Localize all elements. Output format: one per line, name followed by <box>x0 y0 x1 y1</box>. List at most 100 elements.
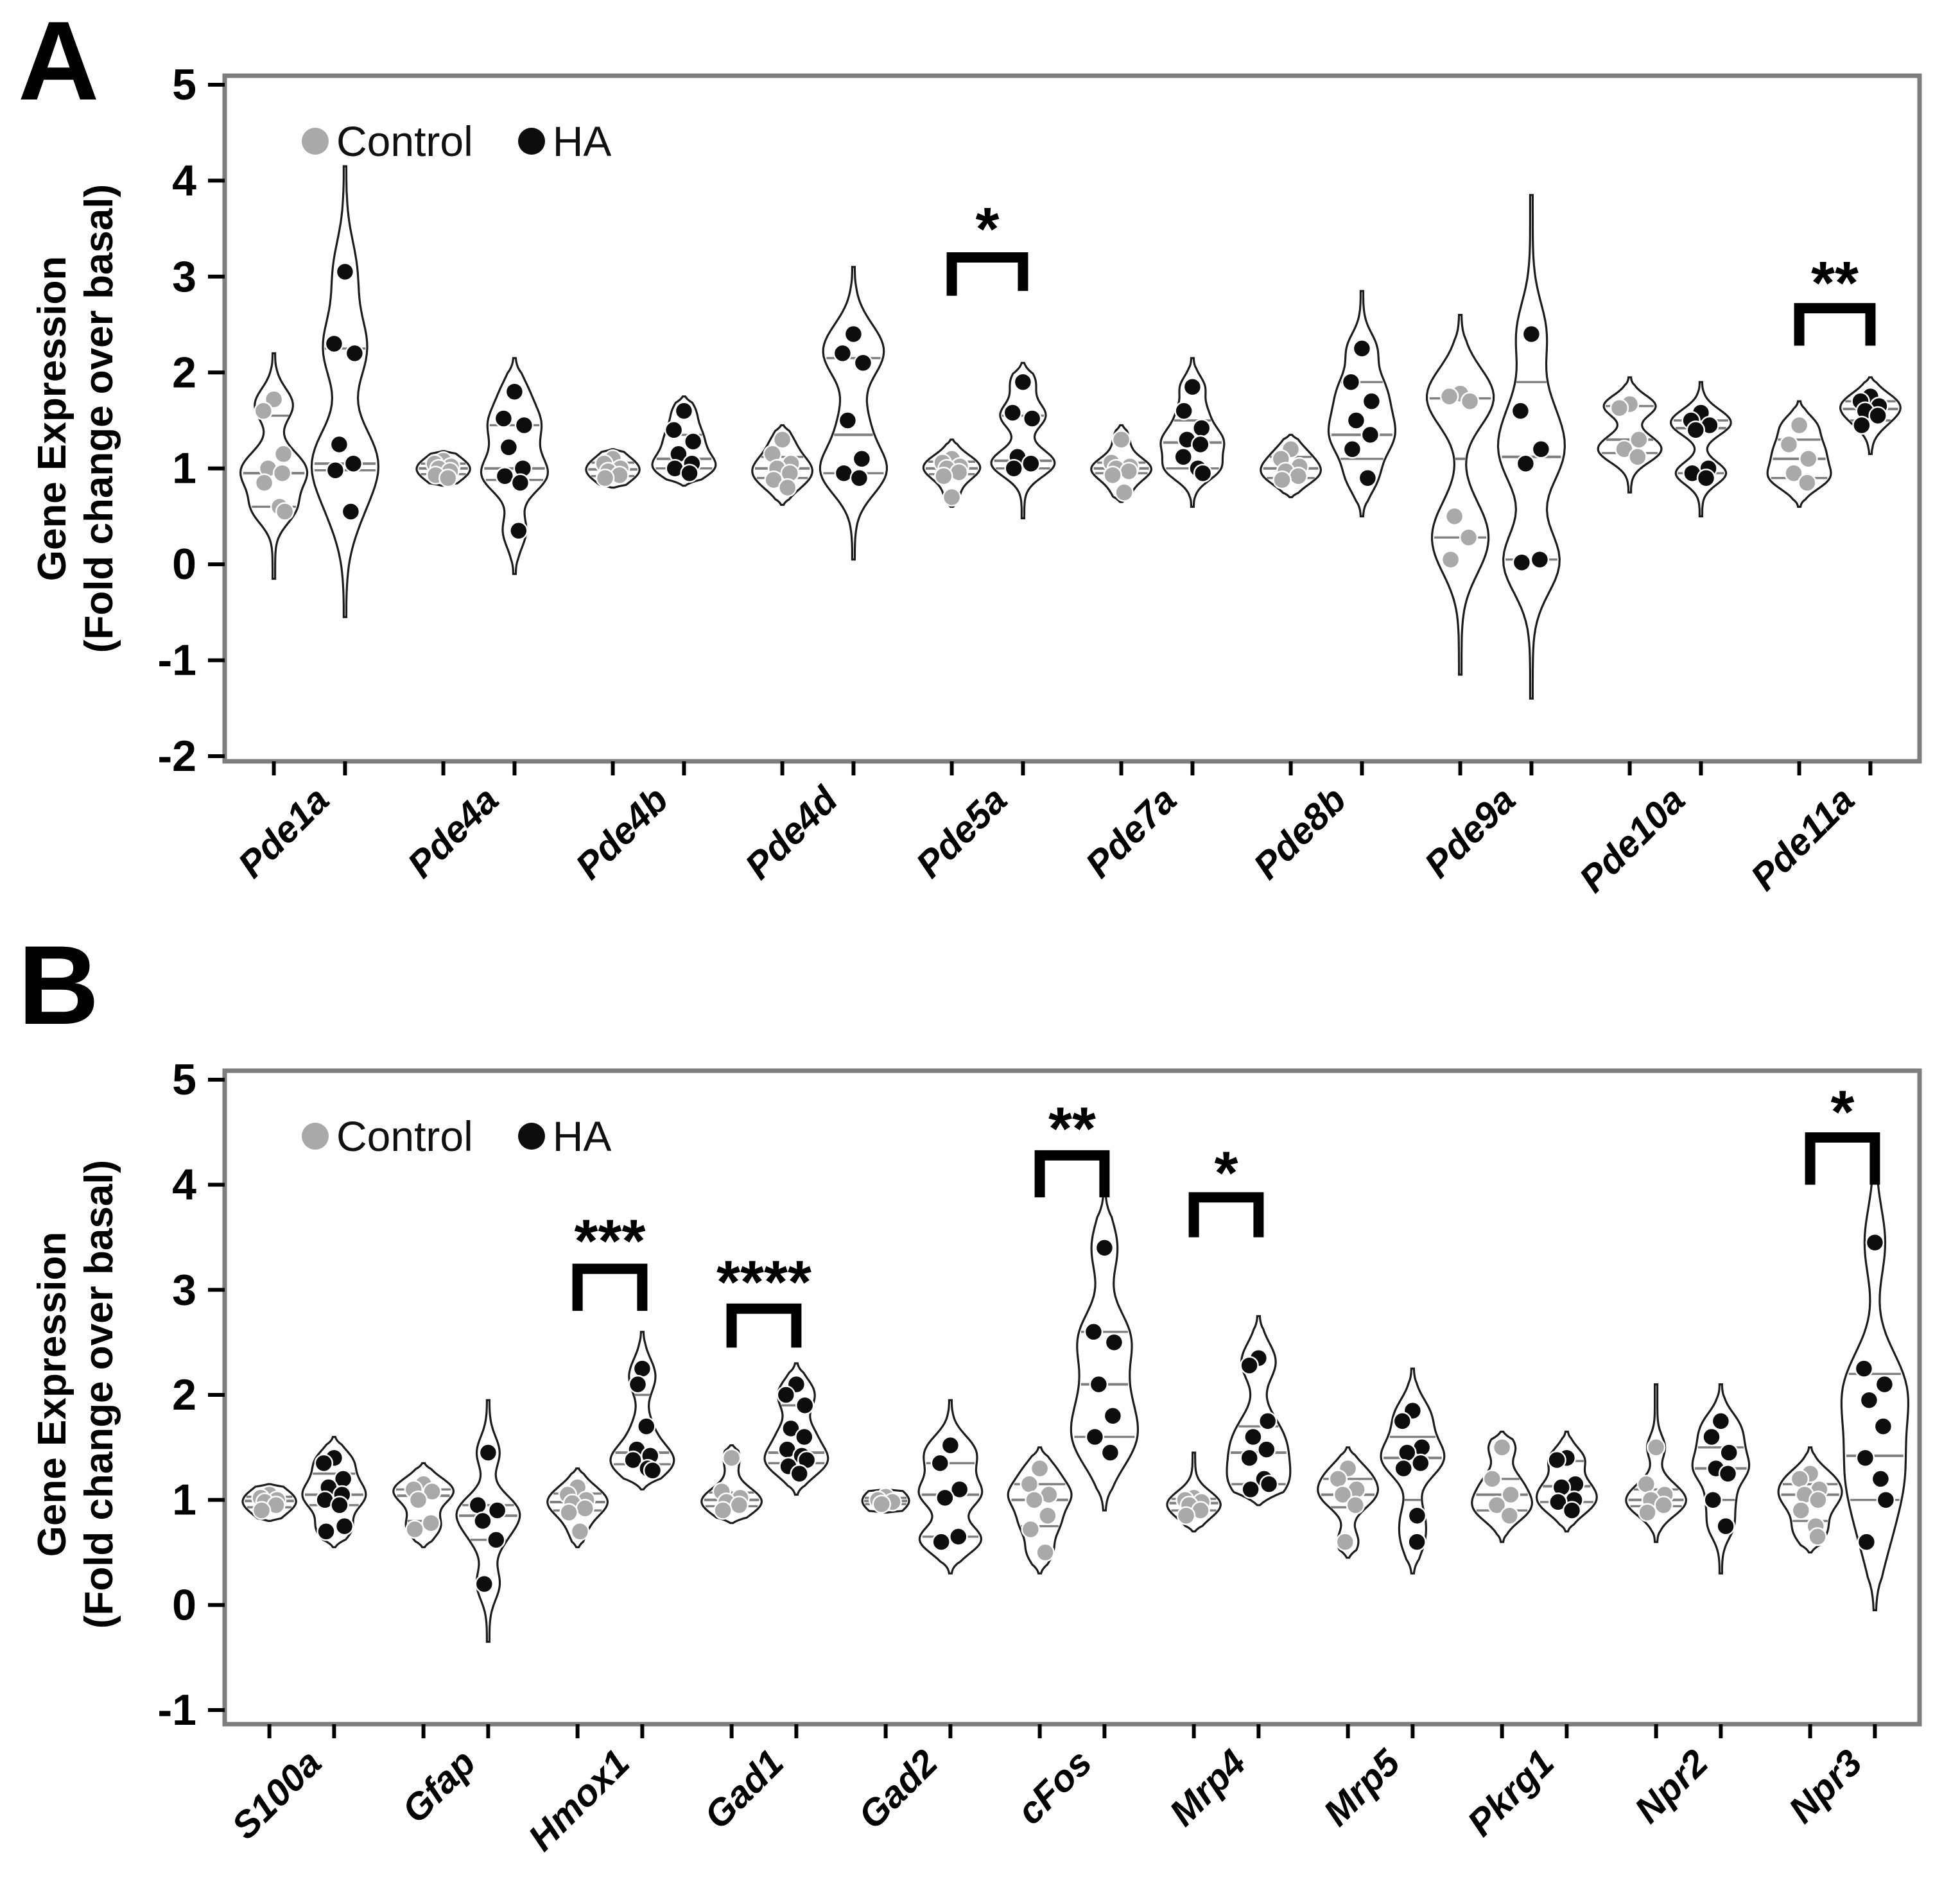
ha-data-point <box>505 382 525 401</box>
ha-data-point <box>1703 1490 1722 1510</box>
control-data-point <box>1025 1490 1044 1510</box>
ha-data-point <box>1875 1374 1895 1394</box>
control-legend-label: Control <box>336 117 473 165</box>
y-tick-label: 5 <box>172 1055 196 1104</box>
ha-data-point <box>932 1532 951 1551</box>
significance-bracket <box>946 252 1028 296</box>
gene-x-label: Pde5a <box>908 779 1015 886</box>
significance-stars: * <box>1215 1139 1238 1207</box>
control-data-point <box>949 462 969 482</box>
ha-data-point <box>324 334 344 354</box>
y-tick-label: 2 <box>172 348 196 397</box>
ha-dot-icon <box>517 1123 545 1150</box>
control-data-point <box>713 1501 733 1520</box>
ha-data-point <box>790 1464 809 1483</box>
ha-data-point <box>833 343 853 363</box>
significance-stars: * <box>1831 1078 1855 1146</box>
control-data-point <box>1444 506 1464 526</box>
plot-border <box>222 1068 1922 1727</box>
ha-data-point <box>844 324 863 344</box>
significance-stars: ** <box>1048 1095 1096 1163</box>
ha-data-point <box>335 262 355 282</box>
ha-data-point <box>330 1496 349 1515</box>
ha-data-point <box>325 460 345 480</box>
control-data-point <box>1021 1519 1041 1539</box>
control-data-point <box>575 1499 595 1518</box>
control-data-point <box>1628 447 1647 467</box>
ha-data-point <box>1876 1490 1896 1510</box>
gene-x-label: Npr2 <box>1627 1741 1716 1831</box>
y-tick-label: 3 <box>172 252 196 301</box>
ha-data-point <box>1716 1516 1735 1536</box>
control-data-point <box>1784 463 1803 483</box>
control-data-point <box>264 390 284 409</box>
control-data-point <box>421 1513 441 1533</box>
control-data-point <box>1111 430 1131 449</box>
control-data-point <box>1654 1496 1674 1515</box>
panel-a-legend: Control HA <box>302 117 611 166</box>
violin-outline <box>1625 1383 1688 1543</box>
gene-x-label: Pde4b <box>568 779 676 887</box>
control-data-point <box>1119 462 1139 481</box>
ha-data-point <box>1021 454 1041 473</box>
ha-legend-label: HA <box>552 117 612 165</box>
control-data-point <box>1492 1438 1512 1457</box>
ha-data-point <box>1084 1322 1104 1342</box>
ha-data-point <box>1852 415 1871 435</box>
ha-data-point <box>499 438 519 457</box>
ha-data-point <box>1871 1469 1891 1489</box>
control-data-point <box>1346 1496 1366 1515</box>
ha-data-point <box>1865 1232 1885 1252</box>
ha-data-point <box>1352 339 1372 358</box>
panel-b-legend: Control HA <box>302 1112 611 1161</box>
control-data-point <box>772 430 792 449</box>
ha-data-point <box>1257 1440 1276 1459</box>
y-tick-label: 0 <box>172 540 196 589</box>
y-tick-label: 1 <box>172 444 196 493</box>
control-data-point <box>1176 1506 1196 1525</box>
ha-data-point <box>1100 1443 1120 1462</box>
ha-data-point <box>623 1450 643 1470</box>
control-data-point <box>405 1519 424 1539</box>
plot-border <box>222 73 1922 764</box>
ha-data-point <box>1013 372 1033 392</box>
ha-data-point <box>1174 401 1193 420</box>
gene-x-label: Pde10a <box>1572 779 1694 901</box>
ha-data-point <box>1174 447 1193 467</box>
significance-bracket <box>1794 303 1876 346</box>
y-tick-label: 2 <box>172 1370 196 1419</box>
ha-data-point <box>1686 420 1706 440</box>
ha-data-point <box>478 1443 498 1462</box>
control-data-point <box>729 1496 749 1515</box>
control-data-point <box>1439 386 1459 406</box>
control-data-point <box>1638 1503 1657 1523</box>
y-tick-label: -1 <box>158 636 196 685</box>
ha-data-point <box>1548 1492 1568 1512</box>
gene-x-label: Hmox1 <box>520 1741 637 1859</box>
ha-data-point <box>683 432 703 451</box>
control-data-point <box>1103 465 1122 485</box>
ha-data-point <box>1191 435 1210 454</box>
ha-data-point <box>795 1427 814 1447</box>
control-data-point <box>1328 1469 1348 1489</box>
ha-data-point <box>1362 392 1382 411</box>
ha-data-point <box>1394 1458 1413 1478</box>
gene-x-label: Npr3 <box>1781 1741 1870 1831</box>
ha-data-point <box>1095 1238 1114 1257</box>
gene-x-label: Gad1 <box>697 1741 792 1837</box>
ha-data-point <box>1240 1356 1259 1375</box>
significance-bracket <box>572 1263 648 1311</box>
ha-data-point <box>1022 409 1042 428</box>
control-data-point <box>1335 1532 1355 1551</box>
ha-data-point <box>1342 440 1362 459</box>
control-data-point <box>1272 470 1292 490</box>
ha-data-point <box>345 343 365 363</box>
panel-b-legend-item-ha: HA <box>517 1112 611 1161</box>
ha-data-point <box>1547 1450 1566 1470</box>
ha-data-point <box>1411 1453 1430 1473</box>
ha-data-point <box>1193 463 1213 483</box>
ha-data-point <box>1868 406 1887 426</box>
control-data-point <box>1500 1506 1520 1525</box>
panel-b-letter: B <box>18 923 100 1048</box>
